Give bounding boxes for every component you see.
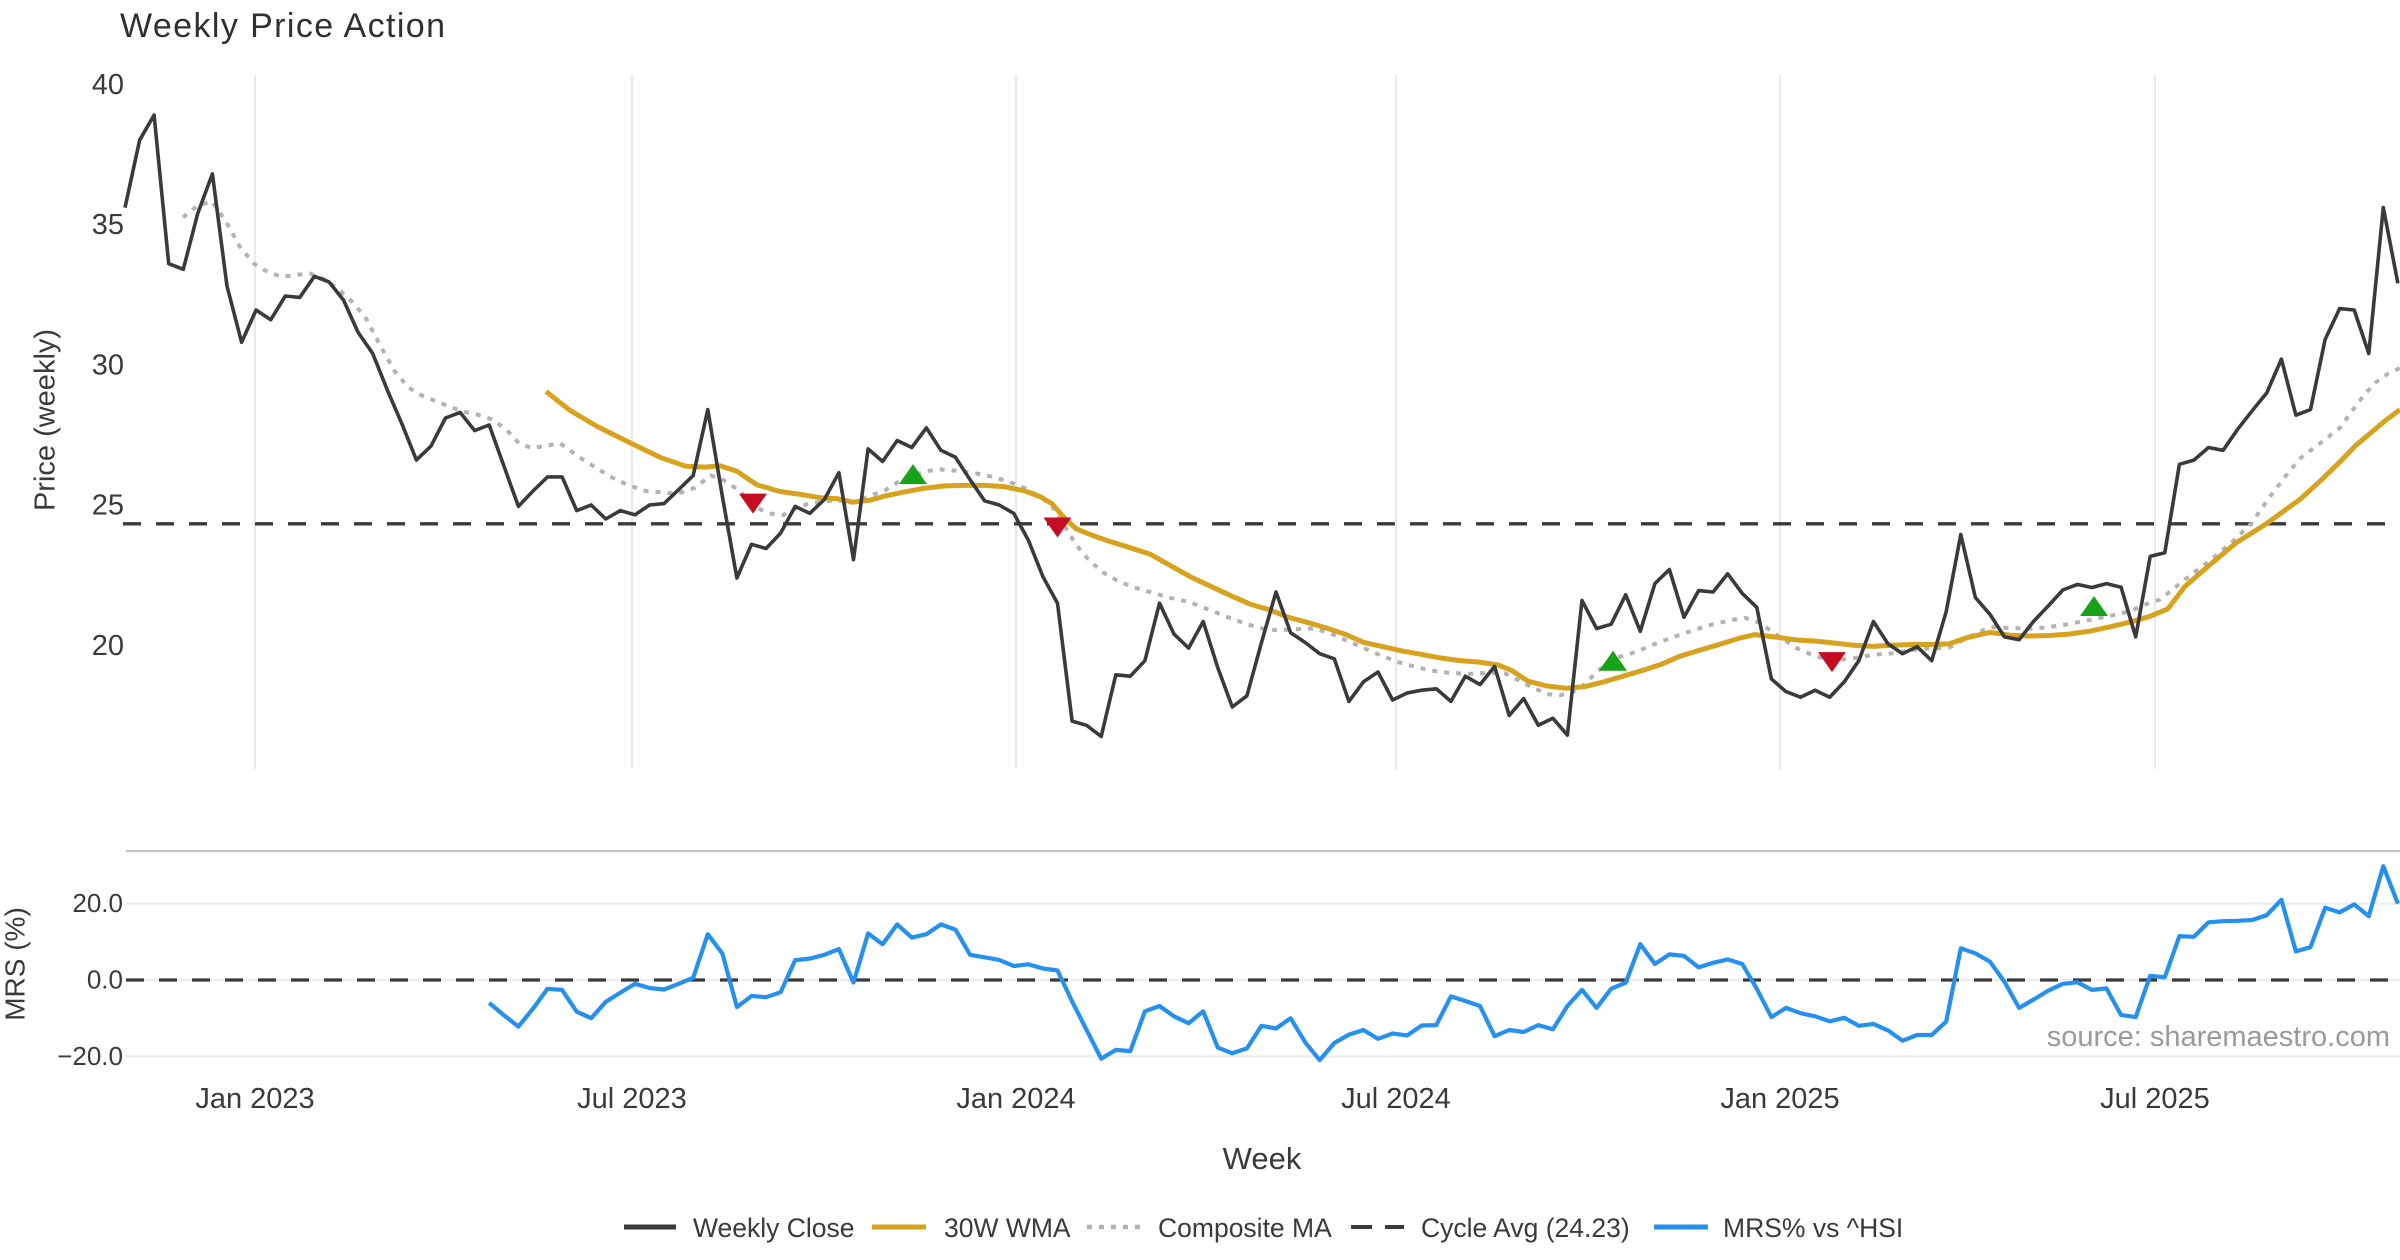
svg-text:Weekly Close: Weekly Close <box>693 1213 855 1243</box>
svg-text:40: 40 <box>92 69 124 101</box>
svg-text:0.0: 0.0 <box>87 965 123 995</box>
svg-text:Jan 2024: Jan 2024 <box>956 1083 1075 1115</box>
svg-text:Jul 2023: Jul 2023 <box>577 1083 687 1115</box>
svg-text:Cycle Avg (24.23): Cycle Avg (24.23) <box>1421 1213 1630 1243</box>
svg-text:20.0: 20.0 <box>72 888 123 918</box>
svg-text:20: 20 <box>92 630 124 662</box>
svg-text:MRS (%): MRS (%) <box>0 907 30 1021</box>
svg-text:Jul 2025: Jul 2025 <box>2100 1083 2210 1115</box>
svg-text:source: sharemaestro.com: source: sharemaestro.com <box>2047 1021 2390 1053</box>
svg-text:Jan 2025: Jan 2025 <box>1720 1083 1839 1115</box>
svg-text:35: 35 <box>92 209 124 241</box>
svg-text:Jan 2023: Jan 2023 <box>195 1083 314 1115</box>
svg-text:−20.0: −20.0 <box>57 1041 123 1071</box>
svg-text:25: 25 <box>92 490 124 522</box>
svg-text:30W WMA: 30W WMA <box>944 1213 1071 1243</box>
svg-text:Week: Week <box>1223 1141 1302 1176</box>
svg-text:Weekly Price Action: Weekly Price Action <box>120 7 446 45</box>
svg-text:Composite MA: Composite MA <box>1158 1213 1332 1243</box>
svg-text:Price (weekly): Price (weekly) <box>30 329 62 511</box>
svg-text:Jul 2024: Jul 2024 <box>1341 1083 1451 1115</box>
svg-text:MRS% vs ^HSI: MRS% vs ^HSI <box>1723 1213 1903 1243</box>
svg-text:30: 30 <box>92 349 124 381</box>
